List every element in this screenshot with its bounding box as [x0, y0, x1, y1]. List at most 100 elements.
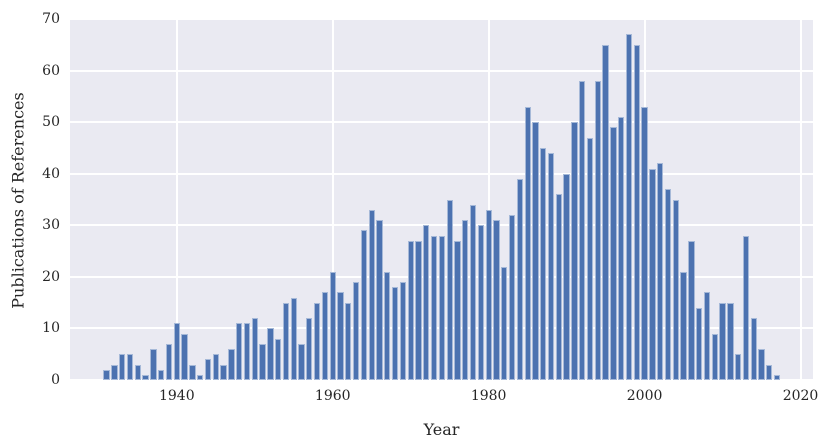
bar-1989: [555, 194, 562, 380]
horizontal-gridline: [70, 121, 813, 124]
x-tick-1980: 1980: [470, 388, 507, 404]
bar-1937: [150, 349, 157, 380]
bar-2005: [680, 271, 687, 380]
x-tick-2000: 2000: [626, 388, 663, 404]
bar-1996: [610, 127, 617, 380]
y-tick-30: 30: [42, 217, 60, 234]
bar-2006: [688, 240, 695, 380]
bar-2002: [657, 163, 664, 380]
bar-1965: [368, 209, 375, 380]
bar-1956: [298, 343, 305, 380]
bar-1943: [197, 374, 204, 380]
bar-1942: [189, 364, 196, 380]
bar-2014: [750, 318, 757, 380]
bar-1979: [477, 225, 485, 380]
y-tick-40: 40: [42, 165, 60, 182]
bar-1951: [259, 343, 266, 380]
vertical-gridline: [487, 19, 490, 380]
y-tick-50: 50: [42, 114, 60, 131]
bar-1995: [602, 44, 609, 380]
bar-1988: [547, 153, 555, 380]
bar-1971: [415, 240, 422, 380]
bar-1997: [618, 117, 625, 380]
y-tick-0: 0: [51, 372, 60, 388]
bar-1934: [126, 354, 134, 380]
bar-1959: [321, 292, 329, 380]
bar-1972: [423, 225, 430, 380]
bar-1974: [438, 235, 446, 380]
horizontal-gridline: [70, 69, 813, 72]
bar-2017: [773, 374, 781, 380]
bar-1968: [391, 287, 399, 380]
bar-2001: [649, 168, 656, 380]
bar-1973: [430, 235, 438, 380]
bar-1957: [306, 318, 313, 380]
bar-1941: [181, 333, 188, 380]
x-tick-1960: 1960: [314, 388, 351, 404]
bar-1970: [407, 240, 414, 380]
bar-1932: [111, 364, 118, 380]
bar-1993: [586, 137, 594, 380]
bar-1945: [212, 354, 219, 380]
bar-1992: [579, 80, 586, 380]
plot-area: [70, 18, 813, 381]
bar-2013: [742, 235, 750, 380]
bar-2000: [641, 106, 648, 380]
bar-1976: [454, 240, 461, 380]
bar-1936: [142, 374, 149, 380]
x-tick-2020: 2020: [782, 388, 819, 404]
bar-2008: [703, 292, 711, 380]
bar-1977: [462, 220, 469, 380]
bar-2011: [727, 302, 734, 380]
bar-1969: [399, 282, 407, 380]
bar-1948: [236, 323, 243, 380]
bar-2003: [664, 189, 672, 380]
vertical-gridline: [799, 19, 802, 380]
bar-1983: [508, 214, 516, 380]
bar-2007: [696, 307, 703, 380]
bar-1961: [337, 292, 344, 380]
bar-1933: [119, 354, 126, 380]
bar-1964: [360, 230, 368, 380]
bar-1953: [275, 338, 282, 380]
bar-1990: [563, 173, 570, 380]
bar-1939: [165, 343, 173, 380]
bar-1955: [290, 297, 297, 380]
bar-1962: [345, 302, 352, 380]
horizontal-gridline: [70, 18, 813, 20]
bar-1982: [501, 266, 508, 380]
y-tick-10: 10: [42, 320, 60, 337]
bar-1975: [446, 199, 453, 380]
bar-1960: [329, 271, 336, 380]
bar-1931: [103, 369, 110, 380]
y-tick-20: 20: [42, 268, 60, 285]
bar-1999: [633, 44, 640, 380]
x-axis-label: Year: [423, 420, 460, 439]
bar-1944: [204, 359, 212, 380]
bar-1940: [173, 323, 180, 380]
bar-1966: [376, 220, 383, 380]
y-tick-60: 60: [42, 62, 60, 79]
bar-2009: [711, 333, 718, 380]
bar-2015: [758, 349, 765, 380]
y-tick-70: 70: [42, 11, 60, 27]
bar-1984: [516, 178, 523, 380]
bar-1952: [267, 328, 274, 380]
x-tick-1940: 1940: [158, 388, 195, 404]
bar-2016: [766, 364, 773, 380]
bar-1987: [540, 147, 547, 380]
bar-1986: [532, 122, 539, 380]
bar-1947: [228, 349, 235, 380]
bar-1950: [251, 318, 258, 380]
bar-1938: [158, 369, 165, 380]
bar-1994: [594, 80, 601, 380]
vertical-gridline: [175, 19, 178, 380]
bar-1981: [493, 220, 500, 380]
horizontal-gridline: [70, 172, 813, 175]
bar-2004: [672, 199, 679, 380]
bar-1935: [134, 364, 141, 380]
horizontal-gridline: [70, 379, 813, 381]
vertical-gridline: [331, 19, 334, 380]
bar-1998: [625, 34, 633, 380]
